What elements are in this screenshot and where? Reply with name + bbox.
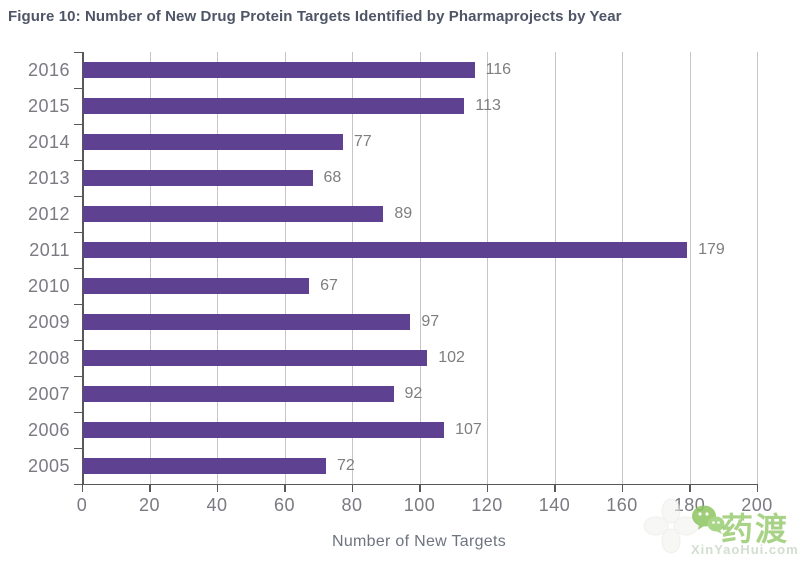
figure-title: Figure 10: Number of New Drug Protein Ta… xyxy=(8,8,622,25)
bar-value-label: 107 xyxy=(455,421,482,438)
watermark: 药渡 XinYaoHui.com xyxy=(643,496,798,564)
y-axis-tick xyxy=(74,195,82,197)
y-axis-tick xyxy=(74,483,82,485)
bar-value-label: 68 xyxy=(323,169,342,186)
x-tick-label: 180 xyxy=(673,495,706,515)
y-axis-tick xyxy=(74,447,82,449)
bar-2005 xyxy=(83,458,326,474)
bar-2010 xyxy=(83,278,310,294)
bar-2015 xyxy=(83,98,465,114)
y-axis-tick xyxy=(74,123,82,125)
gridline xyxy=(149,52,151,484)
x-tick-label: 40 xyxy=(206,495,228,515)
bar-2012 xyxy=(83,206,384,222)
x-tick-label: 160 xyxy=(606,495,638,515)
x-tick-label: 140 xyxy=(538,495,571,515)
bar-2006 xyxy=(83,422,445,438)
x-axis-tick xyxy=(756,484,758,492)
bar-value-label: 92 xyxy=(404,385,423,402)
x-axis-tick xyxy=(81,484,83,492)
x-tick-label: 200 xyxy=(741,495,773,515)
bar-value-label: 116 xyxy=(485,61,512,78)
x-axis-tick xyxy=(419,484,421,492)
x-axis-title: Number of New Targets xyxy=(331,533,507,550)
x-tick-label: 100 xyxy=(403,495,436,515)
gridline xyxy=(419,52,421,484)
bar-value-label: 97 xyxy=(421,313,440,330)
x-tick-label: 60 xyxy=(273,495,296,515)
watermark-url-text: XinYaoHui.com xyxy=(691,542,799,557)
y-axis-tick xyxy=(74,375,82,377)
bar-2013 xyxy=(83,170,313,186)
y-category-label: 2011 xyxy=(29,240,70,260)
y-category-label: 2005 xyxy=(27,456,70,476)
x-axis-tick xyxy=(486,484,488,492)
y-axis-tick xyxy=(74,339,82,341)
gridline xyxy=(622,52,623,484)
x-axis-tick xyxy=(216,484,218,492)
bar-2009 xyxy=(83,314,411,330)
y-category-label: 2010 xyxy=(27,276,70,296)
y-category-label: 2014 xyxy=(27,132,70,152)
bar-2014 xyxy=(83,134,343,150)
y-axis-tick xyxy=(74,231,82,233)
bar-value-label: 102 xyxy=(438,349,465,366)
gridline xyxy=(217,52,218,484)
bar-value-label: 179 xyxy=(698,241,725,258)
gridline xyxy=(689,52,691,484)
bar-value-label: 113 xyxy=(475,97,501,114)
y-category-label: 2006 xyxy=(27,420,70,440)
y-category-label: 2016 xyxy=(27,60,70,80)
gridline xyxy=(487,52,488,484)
bar-value-label: 67 xyxy=(320,277,338,294)
x-axis-tick xyxy=(284,484,286,492)
y-category-label: 2015 xyxy=(27,96,70,116)
y-category-label: 2009 xyxy=(27,312,70,332)
bar-value-label: 77 xyxy=(353,133,372,150)
x-axis-tick xyxy=(554,484,556,492)
y-axis-tick xyxy=(74,267,82,269)
x-axis-tick xyxy=(689,484,691,492)
gridline xyxy=(352,52,353,484)
x-tick-label: 0 xyxy=(76,495,88,515)
y-category-label: 2013 xyxy=(27,168,70,188)
y-category-label: 2008 xyxy=(27,348,70,368)
bar-value-label: 72 xyxy=(337,457,355,474)
y-axis-tick xyxy=(74,303,82,305)
y-axis-tick xyxy=(74,159,82,161)
y-axis-tick xyxy=(74,51,82,53)
y-category-label: 2012 xyxy=(27,204,70,224)
y-axis-line xyxy=(82,52,84,484)
x-tick-label: 80 xyxy=(341,495,363,515)
gridline xyxy=(284,52,286,484)
y-axis-tick xyxy=(74,87,82,89)
plot-area: 116 113 77 68 89 179 67 97 102 92 107 72 xyxy=(74,51,758,492)
bar-2007 xyxy=(83,386,394,402)
bar-2011 xyxy=(83,242,688,258)
x-axis-tick xyxy=(149,484,151,492)
gridline xyxy=(554,52,556,484)
y-axis-tick xyxy=(74,411,82,413)
bar-2016 xyxy=(83,62,475,78)
gridline xyxy=(757,52,758,484)
bar-value-label: 89 xyxy=(394,205,413,222)
bar-2008 xyxy=(83,350,428,366)
y-category-label: 2007 xyxy=(27,384,70,404)
x-tick-label: 120 xyxy=(471,495,503,515)
x-axis-tick xyxy=(351,484,353,492)
x-tick-label: 20 xyxy=(138,495,161,515)
x-axis-tick xyxy=(621,484,623,492)
